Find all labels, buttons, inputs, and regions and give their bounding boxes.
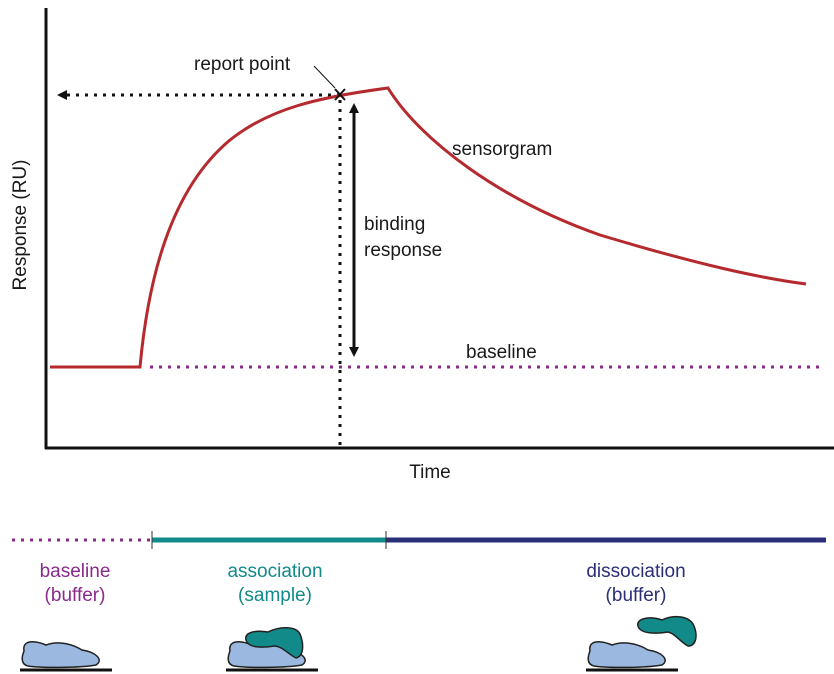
report-leader	[314, 66, 335, 88]
sensorgram-curve	[50, 88, 806, 367]
phase-name: association	[227, 561, 322, 582]
icon-baseline	[20, 642, 112, 670]
phase-detail: (buffer)	[606, 585, 667, 606]
y-axis-label: Response (RU)	[10, 160, 31, 291]
sensorgram-diagram: Response (RU) Time report point binding …	[0, 0, 834, 674]
binding-label: binding	[364, 214, 425, 235]
icon-association	[226, 628, 318, 670]
x-axis-label: Time	[409, 462, 451, 483]
phase-detail: (buffer)	[45, 585, 106, 606]
sensorgram-label: sensorgram	[452, 139, 552, 160]
binding-label: response	[364, 240, 442, 261]
phase-name: baseline	[40, 561, 111, 582]
phase-detail: (sample)	[238, 585, 312, 606]
report-point-label: report point	[194, 54, 291, 75]
icon-dissociation	[586, 617, 696, 670]
baseline-label: baseline	[466, 342, 537, 363]
phase-name: dissociation	[586, 561, 685, 582]
